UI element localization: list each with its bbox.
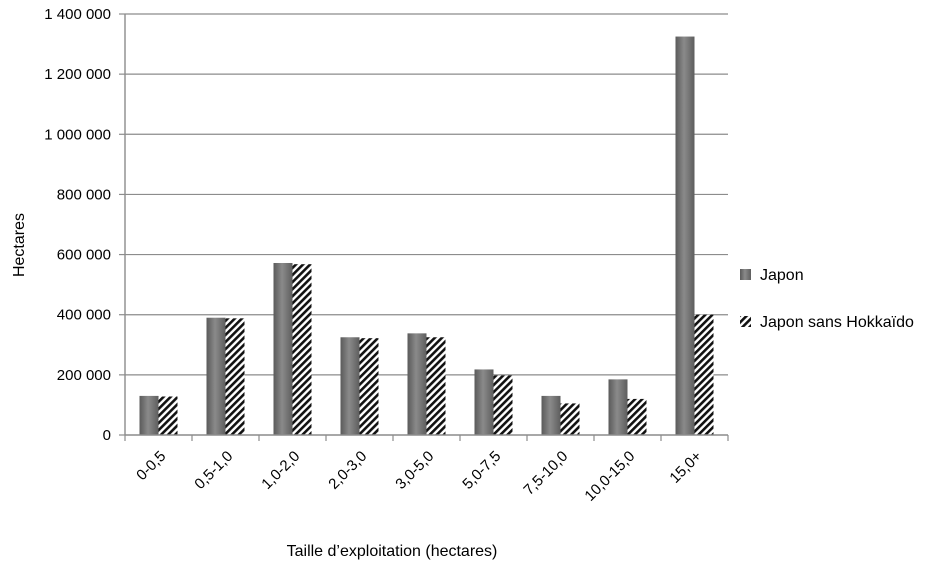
bar-japon-sans-hokkaido	[560, 403, 580, 435]
bar-japon	[340, 337, 360, 435]
y-tick-label: 1 000 000	[44, 126, 111, 143]
legend-label-japon-sans-hokkaido: Japon sans Hokkaïdo	[760, 314, 914, 331]
bar-japon-sans-hokkaido	[627, 398, 647, 435]
x-tick-label: 0,5-1,0	[191, 448, 236, 493]
x-tick-label: 0-0,5	[133, 448, 169, 484]
y-tick-label: 400 000	[57, 307, 111, 324]
y-tick-label: 1 200 000	[44, 66, 111, 83]
y-tick-labels: 0 200 000 400 000 600 000 800 000 1 000 000 1 …	[44, 6, 111, 444]
y-tick-label: 1 400 000	[44, 6, 111, 23]
y-tick-label: 800 000	[57, 186, 111, 203]
bar-japon-sans-hokkaido	[359, 338, 379, 435]
legend: Japon Japon sans Hokkaïdo	[740, 267, 914, 331]
x-axis-title: Taille d’exploitation (hectares)	[287, 543, 498, 560]
x-tick-labels: 0-0,5 0,5-1,0 1,0-2,0 2,0-3,0 3,0-5,0 5,0-7,5…	[133, 448, 705, 505]
bar-japon	[273, 262, 293, 435]
x-tick-label: 10,0-15,0	[581, 448, 638, 505]
x-tick-label: 3,0-5,0	[392, 448, 437, 493]
y-tick-label: 200 000	[57, 367, 111, 384]
bars	[139, 36, 714, 436]
bar-japon	[541, 395, 561, 435]
x-tick-label: 15,0+	[666, 448, 705, 487]
y-axis-title: Hectares	[11, 213, 28, 277]
bar-japon-sans-hokkaido	[292, 264, 312, 435]
bar-japon	[608, 379, 628, 435]
bar-japon-sans-hokkaido	[493, 375, 513, 435]
bar-japon-sans-hokkaido	[694, 314, 714, 435]
axes	[119, 13, 729, 441]
bar-japon	[407, 333, 427, 435]
bar-japon-sans-hokkaido	[426, 337, 446, 435]
legend-swatch-japon	[740, 269, 751, 280]
y-tick-label: 0	[103, 427, 111, 444]
x-tick-label: 5,0-7,5	[459, 448, 504, 493]
gridlines	[125, 13, 728, 376]
x-tick-label: 7,5-10,0	[520, 448, 571, 499]
bar-japon	[675, 36, 695, 436]
x-tick-label: 1,0-2,0	[258, 448, 303, 493]
x-tick-label: 2,0-3,0	[325, 448, 370, 493]
bar-japon	[474, 369, 494, 435]
legend-label-japon: Japon	[760, 267, 804, 284]
y-tick-label: 600 000	[57, 247, 111, 264]
legend-swatch-japon-sans-hokkaido	[740, 316, 751, 327]
bar-japon-sans-hokkaido	[158, 396, 178, 435]
bar-japon	[139, 395, 159, 435]
bar-japon-sans-hokkaido	[225, 318, 245, 435]
bar-japon	[206, 317, 226, 435]
